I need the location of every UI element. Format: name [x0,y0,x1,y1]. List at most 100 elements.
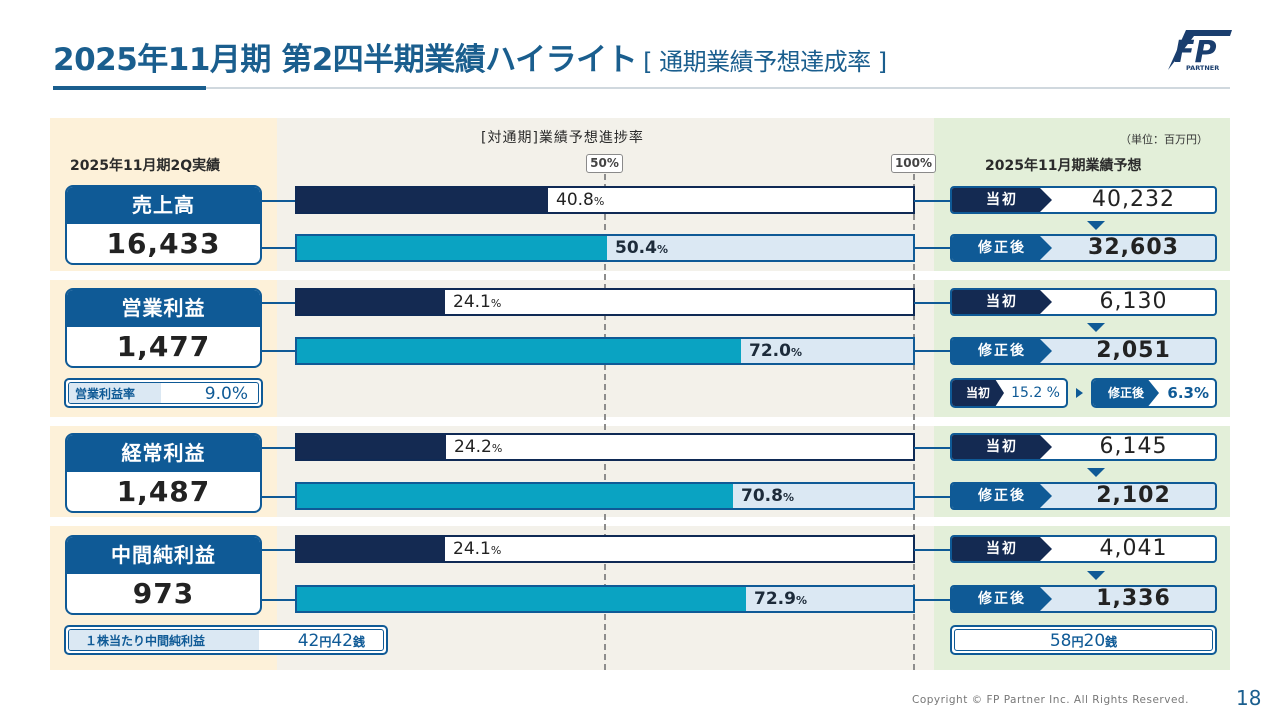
unit-label: （単位：百万円） [1120,133,1208,146]
forecast-initial-value: 40,232 [1092,187,1175,212]
fp-partner-logo: FP PARTNER [1168,26,1234,72]
operating-margin-inner: 営業利益率 9.0% [68,382,259,404]
operating-margin-initial: 当初 15.2 % [950,378,1068,408]
forecast-revised-value: 2,051 [1096,338,1171,363]
progress-fill [297,537,445,561]
down-arrow-icon [1087,221,1105,230]
metric-name: 中間純利益 [67,537,260,574]
forecast-revised-value: 32,603 [1088,235,1179,260]
forecast-initial-value: 4,041 [1099,536,1168,561]
operating-margin-label: 営業利益率 [69,383,161,403]
eps-forecast: 58円20銭 [955,630,1212,650]
metric-box-net-income: 中間純利益 973 [65,535,262,615]
percent-sign: % [795,594,807,607]
forecast-revised-box: 修正後 2,102 [950,482,1217,510]
progress-value: 24.2 [454,437,492,457]
percent-sign: % [490,544,502,557]
connector [262,247,296,249]
percent-sign: % [782,491,794,504]
revised-tag: 修正後 [1093,380,1159,406]
connector [914,447,951,449]
progress-fill [297,339,741,363]
progress-fill [297,435,446,459]
progress-bar-initial: 24.2% [295,433,915,461]
logo-letters: FP [1174,35,1216,70]
title-accent-bar [53,86,206,90]
metric-name: 経常利益 [67,435,260,472]
connector [914,302,951,304]
progress-value: 24.1 [453,539,491,559]
dashed-line-100 [913,174,915,670]
initial-tag: 当初 [952,380,1004,406]
connector [914,350,951,352]
down-arrow-icon [1087,323,1105,332]
progress-value: 40.8 [556,190,594,210]
metric-box-revenue: 売上高 16,433 [65,185,262,265]
progress-label: 40.8% [548,188,604,212]
dashed-line-50 [604,174,606,670]
eps-forecast-yen: 58 [1049,631,1072,651]
progress-bar-revised: 50.4% [295,234,915,262]
progress-bar-initial: 40.8% [295,186,915,214]
page-number: 18 [1236,686,1262,710]
eps-box: １株当たり中間純利益 42円42銭 [64,625,388,655]
forecast-initial-value: 6,130 [1099,289,1168,314]
copyright-text: Copyright © FP Partner Inc. All Rights R… [912,694,1189,706]
progress-fill [297,236,607,260]
progress-fill [297,290,445,314]
forecast-header: 2025年11月期業績予想 [985,158,1142,174]
progress-fill [297,188,548,212]
connector [914,247,951,249]
forecast-initial-box: 当初 4,041 [950,535,1217,563]
percent-sign: % [490,297,502,310]
connector [914,549,951,551]
arrow-right-icon [1076,388,1083,398]
progress-bar-revised: 72.9% [295,585,915,613]
progress-label: 24.2% [446,435,502,459]
initial-tag: 当初 [952,537,1052,561]
page-subtitle: [ 通期業績予想達成率 ] [643,48,887,76]
marker-50-percent: 50% [586,154,623,173]
metric-actual: 1,477 [116,330,211,363]
section-separator [50,517,1230,526]
eps-actual: 42円42銭 [298,630,365,650]
operating-margin-revised-value: 6.3% [1167,384,1209,402]
eps-forecast-sen: 20 [1083,631,1106,651]
metric-box-operating-profit: 営業利益 1,477 [65,288,262,368]
actuals-header: 2025年11月期2Q実績 [70,158,221,174]
down-arrow-icon [1087,468,1105,477]
connector [262,599,296,601]
progress-label: 24.1% [445,290,501,314]
forecast-initial-box: 当初 6,145 [950,433,1217,461]
eps-forecast-box: 58円20銭 [950,625,1217,655]
progress-label: 50.4% [607,236,668,260]
connector [914,599,951,601]
logo-sub-text: PARTNER [1186,64,1219,72]
progress-bar-initial: 24.1% [295,288,915,316]
page-title-main: 2025年11月期 第2四半期業績ハイライト [53,42,638,78]
eps-inner: １株当たり中間純利益 42円42銭 [68,629,384,651]
connector [262,302,296,304]
connector [262,200,296,202]
title-divider [53,87,1230,89]
forecast-initial-value: 6,145 [1099,434,1168,459]
progress-header: [対通期]業績予想進捗率 [481,130,644,146]
revised-tag: 修正後 [952,587,1052,611]
forecast-revised-box: 修正後 32,603 [950,234,1217,262]
forecast-revised-value: 2,102 [1096,483,1171,508]
forecast-initial-box: 当初 6,130 [950,288,1217,316]
metric-box-ordinary-profit: 経常利益 1,487 [65,433,262,513]
progress-bar-initial: 24.1% [295,535,915,563]
operating-margin-revised: 修正後 6.3% [1091,378,1217,408]
connector [262,447,296,449]
progress-label: 70.8% [733,484,794,508]
eps-actual-sen: 42 [331,631,353,651]
forecast-revised-box: 修正後 1,336 [950,585,1217,613]
section-separator [50,417,1230,426]
percent-sign: % [790,346,802,359]
forecast-initial-box: 当初 40,232 [950,186,1217,214]
percent-sign: % [593,195,605,208]
eps-label: １株当たり中間純利益 [69,630,259,650]
connector [262,496,296,498]
